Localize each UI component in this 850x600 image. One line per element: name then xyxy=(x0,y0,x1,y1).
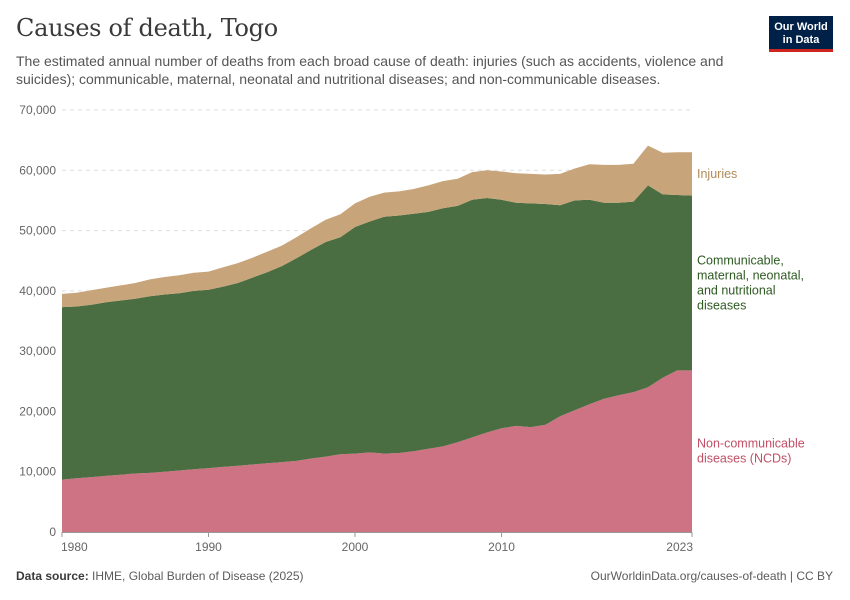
logo-line-2: in Data xyxy=(782,34,820,46)
series-label-1: maternal, neonatal, xyxy=(697,269,804,283)
y-tick-label: 70,000 xyxy=(19,103,56,117)
x-tick-label: 2000 xyxy=(342,540,369,554)
y-tick-label: 20,000 xyxy=(19,404,56,418)
y-tick-label: 0 xyxy=(49,525,56,539)
chart-subtitle: The estimated annual number of deaths fr… xyxy=(16,53,724,87)
x-tick-label: 2010 xyxy=(488,540,515,554)
x-tick-label: 1980 xyxy=(61,540,88,554)
y-tick-label: 30,000 xyxy=(19,344,56,358)
series-label-0: Non-communicable xyxy=(697,437,805,451)
data-source-label: Data source: xyxy=(16,569,89,583)
area-series-2 xyxy=(62,145,692,308)
x-tick-label: 2023 xyxy=(666,540,693,554)
series-label-0: diseases (NCDs) xyxy=(697,452,791,466)
data-source: Data source: IHME, Global Burden of Dise… xyxy=(16,569,303,583)
area-series-0 xyxy=(62,370,692,532)
y-tick-label: 50,000 xyxy=(19,224,56,238)
x-tick-label: 1990 xyxy=(195,540,222,554)
owid-logo[interactable]: Our World in Data xyxy=(769,16,833,52)
y-tick-label: 40,000 xyxy=(19,284,56,298)
y-tick-label: 10,000 xyxy=(19,465,56,479)
chart-title: Causes of death, Togo xyxy=(16,14,278,42)
series-label-1: and nutritional xyxy=(697,284,776,298)
source-url[interactable]: OurWorldinData.org/causes-of-death | CC … xyxy=(590,569,833,583)
data-source-text[interactable]: IHME, Global Burden of Disease (2025) xyxy=(92,569,304,583)
logo-line-1: Our World xyxy=(774,21,828,33)
y-tick-label: 60,000 xyxy=(19,163,56,177)
series-label-2: Injuries xyxy=(697,167,737,181)
series-label-1: Communicable, xyxy=(697,254,784,268)
area-series-1 xyxy=(62,185,692,480)
series-label-1: diseases xyxy=(697,299,746,313)
